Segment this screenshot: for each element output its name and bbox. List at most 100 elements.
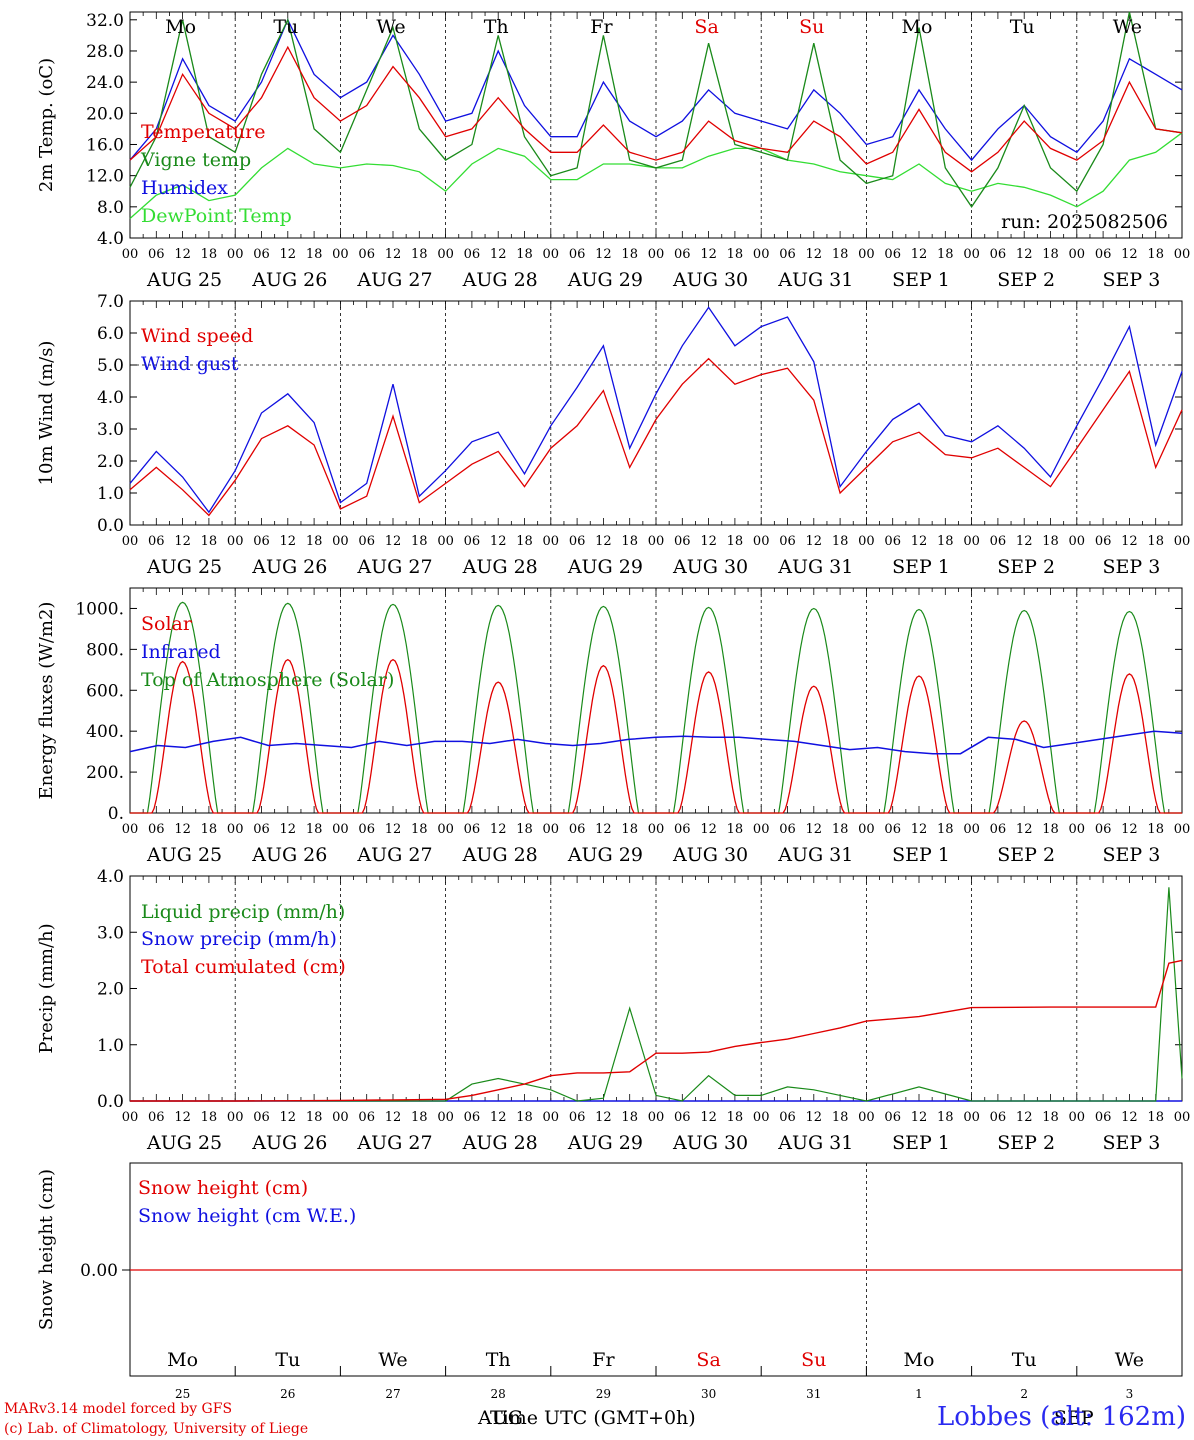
hour-tick-label: 06 (674, 1110, 691, 1125)
day-number-label: 3 (1126, 1387, 1134, 1401)
hour-tick-label: 00 (227, 247, 244, 262)
hour-tick-label: 00 (1174, 822, 1191, 837)
hour-tick-label: 18 (1042, 247, 1059, 262)
date-label: AUG 29 (567, 844, 643, 866)
hour-tick-label: 00 (858, 534, 875, 549)
temp-series-line (129, 11, 1183, 208)
hour-tick-label: 12 (700, 1110, 717, 1125)
hour-tick-label: 12 (385, 534, 402, 549)
weekday-label: Su (799, 16, 824, 38)
time-axis-label: Time UTC (GMT+0h) (490, 1407, 696, 1429)
weekday-label: Sa (694, 16, 718, 38)
legend-entry: Humidex (141, 177, 228, 199)
temp-series-line (129, 45, 1183, 173)
hour-tick-label: 18 (727, 822, 744, 837)
date-label: SEP 2 (997, 269, 1055, 291)
hour-tick-label: 18 (306, 534, 323, 549)
hour-tick-label: 06 (569, 822, 586, 837)
hour-tick-label: 06 (990, 1110, 1007, 1125)
weekday-label: Th (486, 1349, 511, 1371)
date-label: AUG 31 (777, 844, 853, 866)
hour-tick-label: 18 (1042, 534, 1059, 549)
weekday-label: Tu (1012, 1349, 1037, 1371)
hour-tick-label: 06 (253, 247, 270, 262)
hour-tick-label: 06 (253, 1110, 270, 1125)
weekday-label: Fr (592, 1349, 615, 1371)
hour-tick-label: 06 (464, 822, 481, 837)
hour-tick-label: 12 (1121, 822, 1138, 837)
date-label: SEP 1 (892, 1132, 950, 1154)
hour-tick-label: 06 (148, 247, 165, 262)
date-label: AUG 25 (146, 844, 222, 866)
legend-entry: Solar (141, 613, 193, 635)
date-label: SEP 1 (892, 556, 950, 578)
lab-credit: (c) Lab. of Climatology, University of L… (4, 1421, 309, 1437)
hour-tick-label: 06 (990, 822, 1007, 837)
hour-tick-label: 18 (411, 1110, 428, 1125)
date-label: AUG 28 (462, 1132, 538, 1154)
hour-tick-label: 00 (122, 247, 139, 262)
hour-tick-label: 00 (332, 822, 349, 837)
date-label: AUG 25 (146, 1132, 222, 1154)
weekday-label: Mo (165, 16, 196, 38)
hour-tick-label: 06 (569, 247, 586, 262)
hour-tick-label: 00 (437, 534, 454, 549)
date-label: SEP 2 (997, 1132, 1055, 1154)
hour-tick-label: 06 (464, 534, 481, 549)
hour-tick-label: 18 (411, 534, 428, 549)
y-tick-label: 6.0 (97, 324, 124, 344)
y-tick-label: 800. (86, 640, 124, 660)
wind-series-line (129, 306, 1183, 514)
y-tick-label: 8.0 (97, 198, 124, 218)
hour-tick-label: 06 (358, 822, 375, 837)
date-label: SEP 3 (1102, 269, 1160, 291)
hour-tick-label: 00 (1069, 1110, 1086, 1125)
legend-entry: Top of Atmosphere (Solar) (141, 669, 394, 691)
hour-tick-label: 18 (516, 534, 533, 549)
run-label: run: 2025082506 (1001, 211, 1168, 233)
hour-tick-label: 00 (858, 822, 875, 837)
day-number-label: 30 (701, 1387, 716, 1401)
hour-tick-label: 12 (1016, 534, 1033, 549)
hour-tick-label: 00 (332, 534, 349, 549)
weekday-label: Sa (696, 1349, 720, 1371)
legend-entry: Temperature (141, 121, 265, 143)
day-number-label: 2 (1020, 1387, 1028, 1401)
hour-tick-label: 00 (543, 247, 560, 262)
hour-tick-label: 00 (437, 822, 454, 837)
legend-entry: Infrared (141, 641, 221, 663)
cumulated-precip-line (130, 959, 1183, 1102)
weekday-label: Su (801, 1349, 826, 1371)
hour-tick-label: 06 (253, 822, 270, 837)
y-tick-label: 16.0 (86, 135, 124, 155)
y-tick-label: 3.0 (97, 420, 124, 440)
hour-tick-label: 12 (595, 1110, 612, 1125)
hour-tick-label: 18 (1147, 1110, 1164, 1125)
date-label: SEP 3 (1102, 844, 1160, 866)
date-label: AUG 31 (777, 556, 853, 578)
hour-tick-label: 12 (1016, 247, 1033, 262)
date-label: AUG 25 (146, 269, 222, 291)
weekday-label: Fr (590, 16, 613, 38)
hour-tick-label: 00 (332, 247, 349, 262)
hour-tick-label: 00 (1069, 822, 1086, 837)
date-label: AUG 29 (567, 556, 643, 578)
date-label: AUG 29 (567, 269, 643, 291)
hour-tick-label: 18 (727, 534, 744, 549)
hour-tick-label: 18 (201, 247, 218, 262)
hour-tick-label: 12 (806, 247, 823, 262)
y-axis-label: Snow height (cm) (36, 1169, 57, 1330)
hour-tick-label: 06 (1095, 247, 1112, 262)
date-label: AUG 30 (672, 556, 748, 578)
day-number-label: 27 (385, 1387, 400, 1401)
hour-tick-label: 06 (990, 534, 1007, 549)
panel-frame (129, 300, 1183, 526)
hour-tick-label: 12 (806, 534, 823, 549)
hour-tick-label: 18 (937, 534, 954, 549)
hour-tick-label: 12 (595, 822, 612, 837)
weekday-label: We (376, 16, 405, 38)
date-label: AUG 26 (251, 1132, 327, 1154)
hour-tick-label: 12 (595, 534, 612, 549)
y-axis-label: Precip (mm/h) (36, 923, 57, 1053)
